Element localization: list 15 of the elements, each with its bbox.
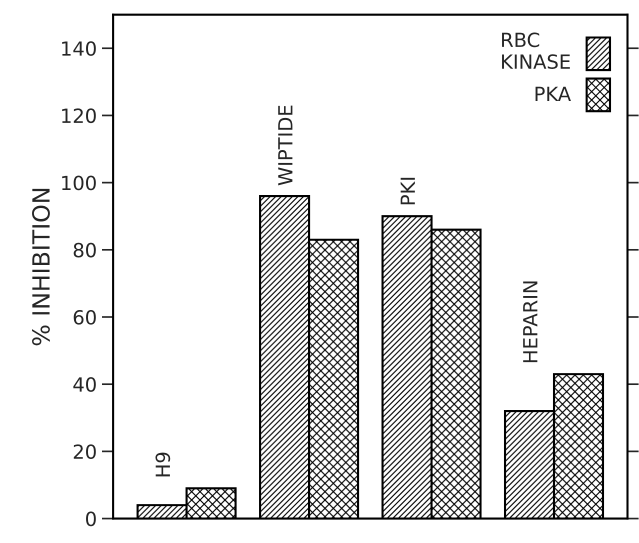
y-tick-label: 40: [73, 377, 96, 392]
y-tick-label: 20: [74, 444, 96, 460]
y-tick-label: 120: [62, 108, 96, 124]
x-tick-label: PKI: [400, 178, 415, 204]
x-tick-label: HEPARIN: [523, 281, 538, 362]
x-tick-label: H9: [155, 452, 170, 476]
y-tick-label: 140: [62, 41, 96, 56]
y-tick-label: 100: [62, 176, 96, 190]
y-tick-label: 60: [74, 310, 96, 325]
legend-label: PKA: [536, 86, 571, 101]
y-tick-label: 80: [74, 242, 96, 258]
y-tick-label: 0: [86, 512, 96, 526]
x-tick-label: WIPTIDE: [278, 106, 292, 186]
y-axis-title: % INHIBITION: [32, 188, 50, 346]
legend-label: RBC KINASE: [502, 32, 570, 69]
